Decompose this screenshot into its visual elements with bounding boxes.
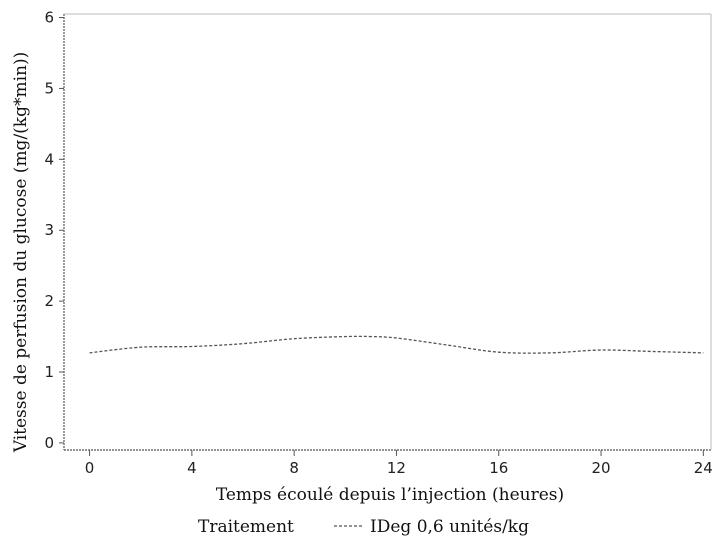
y-tick-label: 6 — [44, 9, 54, 27]
series-layer — [89, 335, 704, 354]
y-tick-label: 2 — [44, 292, 54, 310]
y-tick-label: 3 — [44, 221, 54, 239]
x-axis-ticks: 0 4 8 12 16 20 24 — [85, 450, 713, 477]
y-tick-label: 4 — [44, 150, 54, 168]
legend-title: Traitement — [198, 517, 294, 537]
x-axis-title: Temps écoulé depuis l’injection (heures) — [216, 485, 564, 505]
x-tick-label: 20 — [591, 459, 610, 477]
y-tick-label: 1 — [44, 363, 54, 381]
x-tick-label: 24 — [694, 459, 713, 477]
x-tick-label: 4 — [187, 459, 197, 477]
y-tick-label: 5 — [44, 79, 54, 97]
y-axis-ticks: 0 1 2 3 4 5 6 — [44, 9, 64, 452]
x-tick-label: 16 — [489, 459, 508, 477]
x-tick-label: 0 — [85, 459, 95, 477]
series-line-0 — [89, 335, 704, 354]
plot-area — [63, 13, 712, 451]
x-tick-label: 12 — [387, 459, 406, 477]
legend-label-ideg: IDeg 0,6 unités/kg — [370, 517, 529, 537]
x-tick-label: 8 — [289, 459, 299, 477]
legend: Traitement IDeg 0,6 unités/kg — [198, 517, 529, 537]
y-tick-label: 0 — [44, 434, 54, 452]
y-axis-title: Vitesse de perfusion du glucose (mg/(kg*… — [11, 52, 31, 454]
